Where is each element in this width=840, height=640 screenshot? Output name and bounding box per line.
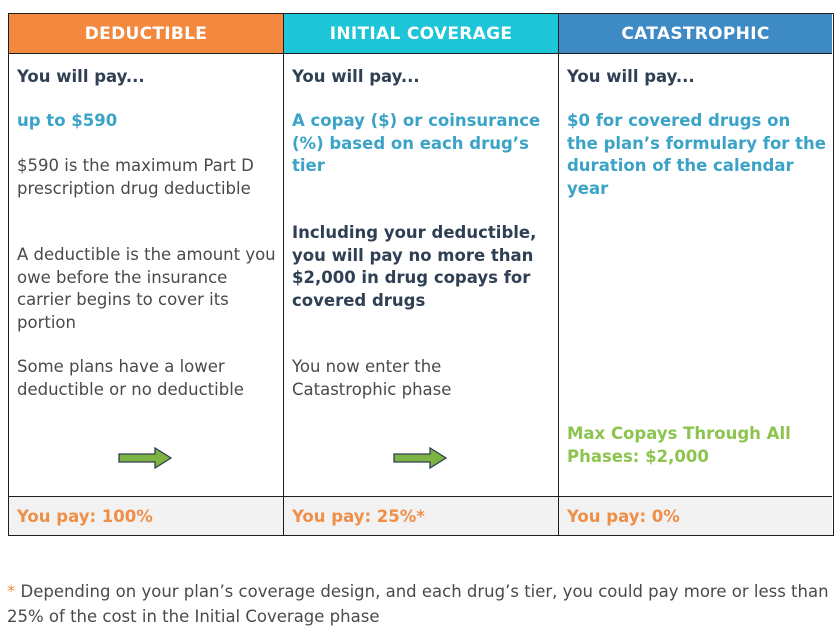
initial-coverage-limit: Including your deductible, you will pay …: [292, 223, 537, 310]
initial-coverage-column: INITIAL COVERAGE You will pay... A copay…: [284, 14, 559, 535]
initial-coverage-header: INITIAL COVERAGE: [284, 14, 558, 54]
initial-coverage-highlight: A copay ($) or coinsurance (%) based on …: [292, 111, 541, 175]
deductible-intro: You will pay...: [17, 67, 145, 86]
deductible-definition: A deductible is the amount you owe befor…: [17, 245, 276, 332]
deductible-column: DEDUCTIBLE You will pay... up to $590 $5…: [9, 14, 284, 535]
catastrophic-column: CATASTROPHIC You will pay... $0 for cove…: [559, 14, 832, 535]
deductible-footer: You pay: 100%: [9, 496, 283, 535]
right-arrow-icon: [118, 447, 173, 469]
catastrophic-footer: You pay: 0%: [559, 496, 832, 535]
deductible-highlight: up to $590: [17, 111, 118, 130]
initial-coverage-intro: You will pay...: [292, 67, 420, 86]
catastrophic-you-pay: You pay: 0%: [567, 507, 680, 526]
catastrophic-max-copays: Max Copays Through All Phases: $2,000: [567, 424, 791, 466]
catastrophic-header: CATASTROPHIC: [559, 14, 832, 54]
footnote: * Depending on your plan’s coverage desi…: [7, 579, 833, 629]
footnote-text: Depending on your plan’s coverage design…: [7, 582, 829, 626]
coverage-phases-table: DEDUCTIBLE You will pay... up to $590 $5…: [8, 13, 834, 536]
catastrophic-highlight: $0 for covered drugs on the plan’s formu…: [567, 111, 826, 198]
initial-coverage-you-pay: You pay: 25%*: [292, 507, 425, 526]
initial-coverage-next-phase: You now enter the Catastrophic phase: [292, 357, 452, 399]
right-arrow-icon: [393, 447, 448, 469]
footnote-marker: *: [7, 582, 16, 601]
deductible-header: DEDUCTIBLE: [9, 14, 283, 54]
deductible-lower-plans: Some plans have a lower deductible or no…: [17, 357, 244, 399]
deductible-you-pay: You pay: 100%: [17, 507, 153, 526]
deductible-max-text: $590 is the maximum Part D prescription …: [17, 156, 254, 198]
initial-coverage-footer: You pay: 25%*: [284, 496, 558, 535]
catastrophic-intro: You will pay...: [567, 67, 695, 86]
